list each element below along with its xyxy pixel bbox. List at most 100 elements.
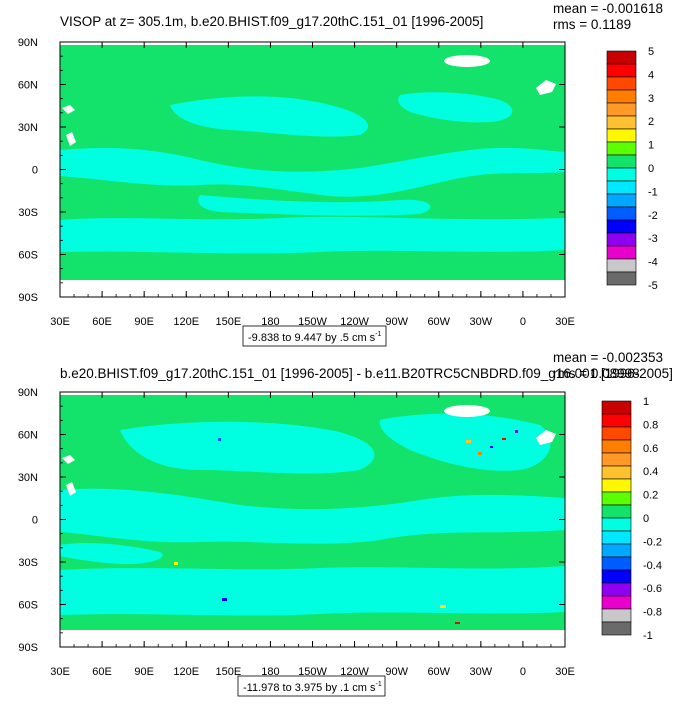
panel-1-greenland (444, 55, 490, 67)
colorbar-label: 3 (648, 93, 654, 105)
colorbar-swatch (601, 504, 632, 519)
y-tick-label: 30S (18, 557, 38, 569)
colorbar-label: 0 (648, 163, 654, 175)
colorbar-label: 4 (648, 69, 654, 81)
colorbar-swatch (601, 608, 632, 623)
panel-2-range-exponent: -1 (375, 681, 381, 688)
colorbar-swatch (606, 271, 637, 286)
colorbar-label: 2 (648, 116, 654, 128)
x-tick-label: 180 (261, 316, 279, 328)
colorbar-swatch (606, 219, 637, 234)
x-tick-label: 60E (92, 666, 112, 678)
panel-2-range-frame (237, 675, 386, 697)
y-tick-label: 90S (18, 292, 38, 304)
colorbar-swatch (606, 115, 637, 130)
colorbar-swatch (601, 556, 632, 571)
colorbar-swatch (601, 478, 632, 493)
x-tick-label: 90W (385, 316, 408, 328)
panel-1-title: VISOP at z= 305.1m, b.e20.BHIST.f09_g17.… (60, 14, 483, 29)
panel-1-equatorial-band (60, 147, 565, 197)
y-tick-label: 60N (18, 430, 38, 442)
colorbar-swatch (606, 154, 637, 169)
colorbar-label: -0.2 (643, 536, 662, 548)
colorbar-swatch (606, 245, 637, 260)
panel-2-colorbar: 1 0.8 0.6 0.4 0.2 0 -0.2 -0.4 -0.6 -0.8 -1 (601, 396, 662, 642)
x-tick-label: 30W (470, 666, 493, 678)
panel-1-map (60, 42, 565, 297)
colorbar-label: 1 (643, 396, 649, 408)
colorbar-swatch (601, 439, 632, 454)
x-tick-label: 90E (134, 666, 154, 678)
panel-2-southern-band (60, 566, 565, 616)
colorbar-swatch (606, 50, 637, 65)
y-tick-label: 90N (18, 37, 38, 49)
panel-2-north-atlantic-band (379, 413, 551, 471)
x-tick-label: 120W (340, 666, 369, 678)
panel-1-caspian (62, 105, 75, 114)
panel-2-ticks: 30E 60E 90E 120E 150E 180 150W 120W 90W 60W 30W 0 30… (18, 387, 575, 678)
colorbar-label: -1 (643, 630, 653, 642)
colorbar-swatch (601, 491, 632, 506)
panel-1-range-label: -9.838 to 9.447 by .5 cm s-1 (248, 331, 382, 344)
panel-1-southern-band (60, 216, 565, 254)
y-tick-label: 0 (32, 165, 38, 177)
colorbar-label: -4 (648, 257, 658, 269)
colorbar-swatch (601, 413, 632, 428)
colorbar-swatch (606, 180, 637, 195)
colorbar-label: -0.8 (643, 607, 662, 619)
x-tick-label: 150W (298, 316, 327, 328)
colorbar-label: -5 (648, 280, 658, 292)
x-tick-label: 30E (555, 666, 575, 678)
panel-2-red-sea (66, 482, 76, 496)
panel-1-colorbar: 5 4 3 2 1 0 -1 -2 -3 -4 -5 (606, 46, 658, 292)
colorbar-label: 0.8 (643, 419, 658, 431)
colorbar-swatch (606, 193, 637, 208)
colorbar-swatch (606, 141, 637, 156)
panel-1-rms: rms = 0.1189 (553, 17, 631, 32)
x-tick-label: 150E (215, 316, 241, 328)
x-tick-label: 120E (173, 666, 199, 678)
colorbar-swatch (606, 89, 637, 104)
y-tick-label: 90N (18, 387, 38, 399)
x-tick-label: 0 (520, 666, 526, 678)
x-tick-label: 120W (340, 316, 369, 328)
colorbar-label: -2 (648, 210, 658, 222)
y-tick-label: 30N (18, 122, 38, 134)
colorbar-swatch (601, 569, 632, 584)
colorbar-swatch (606, 167, 637, 182)
panel-1-red-sea (66, 132, 76, 146)
colorbar-swatch (601, 517, 632, 532)
colorbar-swatch (601, 582, 632, 597)
panel-2-range-box: -11.978 to 3.975 by .1 cm s-1 (237, 675, 386, 697)
panel-2-north-pacific-band (120, 421, 375, 474)
y-tick-label: 30S (18, 207, 38, 219)
colorbar-label: -0.4 (643, 560, 662, 572)
colorbar-swatch (601, 426, 632, 441)
colorbar-label: -0.6 (643, 583, 662, 595)
panel-1-range-box: -9.838 to 9.447 by .5 cm s-1 (242, 325, 387, 347)
x-tick-label: 30W (470, 316, 493, 328)
panel-2-mean: mean = -0.002353 (553, 350, 663, 365)
colorbar-label: 1 (648, 140, 654, 152)
x-tick-label: 90E (134, 316, 154, 328)
y-tick-label: 30N (18, 472, 38, 484)
x-tick-label: 60W (427, 666, 450, 678)
y-tick-label: 60S (18, 250, 38, 262)
y-tick-label: 60N (18, 80, 38, 92)
colorbar-swatch (601, 400, 632, 415)
x-tick-label: 150E (215, 666, 241, 678)
x-tick-label: 30E (555, 316, 575, 328)
panel-1-range-exponent: -1 (375, 331, 381, 338)
y-tick-label: 90S (18, 642, 38, 654)
y-tick-label: 0 (32, 515, 38, 527)
x-tick-label: 0 (520, 316, 526, 328)
colorbar-swatch (606, 76, 637, 91)
panel-2-title: b.e20.BHIST.f09_g17.20thC.151_01 [1996-2… (60, 366, 673, 381)
panel-2-range-label: -11.978 to 3.975 by .1 cm s-1 (243, 681, 382, 694)
panel-2: b.e20.BHIST.f09_g17.20thC.151_01 [1996-2… (18, 350, 673, 697)
panel-2-anomaly-speckles (174, 430, 518, 624)
y-tick-label: 60S (18, 600, 38, 612)
colorbar-swatch (606, 128, 637, 143)
panel-1-mean: mean = -0.001618 (553, 1, 663, 16)
panel-2-caspian (62, 455, 75, 464)
